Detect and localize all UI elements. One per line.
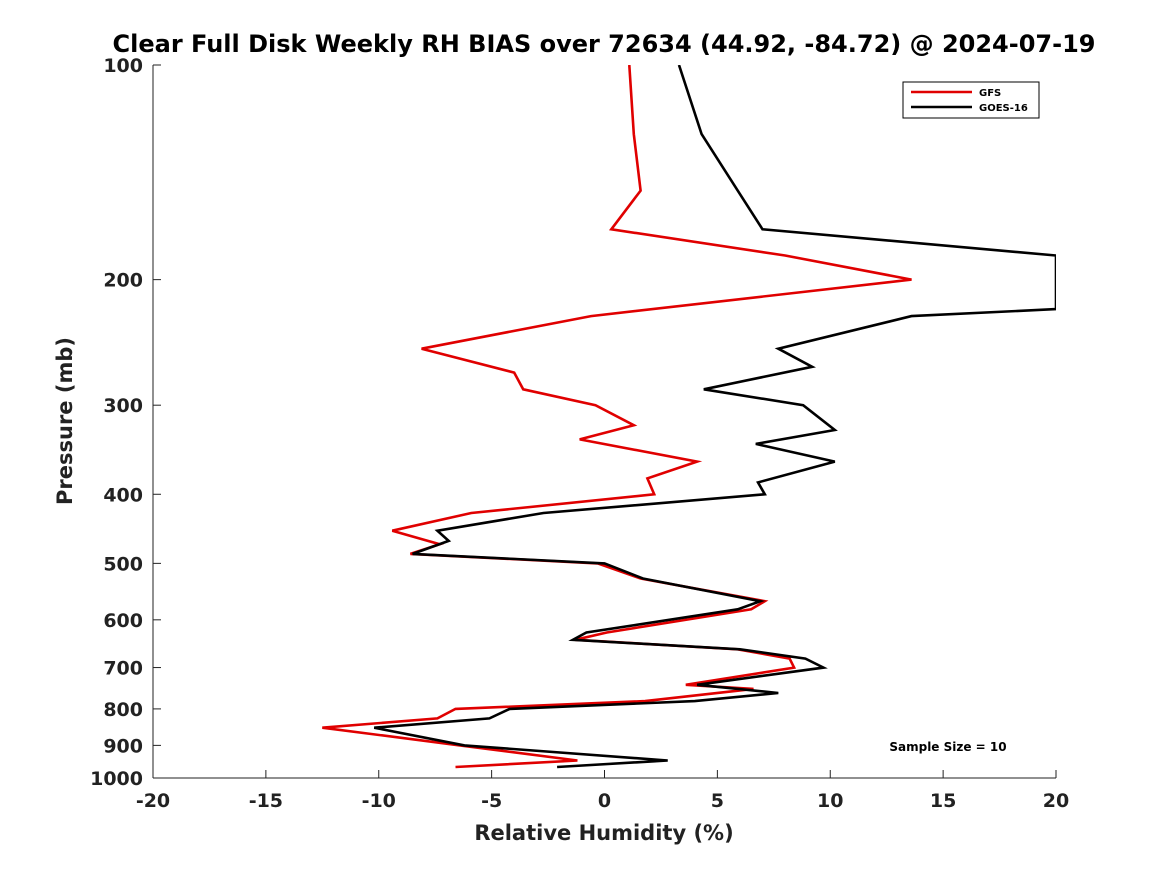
x-tick-label: 0 xyxy=(598,790,611,812)
y-axis-label: Pressure (mb) xyxy=(53,337,77,505)
y-tick-label: 800 xyxy=(103,699,143,721)
chart-title: Clear Full Disk Weekly RH BIAS over 7263… xyxy=(113,30,1096,58)
y-tick-label: 700 xyxy=(103,658,143,680)
plot-area: -20 -15 -10 -5 0 5 10 15 20 100 200 300 400 500 600 700… xyxy=(90,55,1069,812)
y-tick-label: 1000 xyxy=(90,768,143,790)
legend-box xyxy=(902,81,1040,119)
x-tick-label: -15 xyxy=(249,790,283,812)
x-tick-label: -10 xyxy=(362,790,396,812)
series-line-gfs xyxy=(322,65,912,769)
y-tick-label: 300 xyxy=(103,395,143,417)
x-tick-label: 10 xyxy=(817,790,843,812)
y-tick-label: 400 xyxy=(103,484,143,506)
sample-size-annotation: Sample Size = 10 xyxy=(889,740,1006,754)
y-tick-label: 500 xyxy=(103,553,143,575)
y-tick-label: 600 xyxy=(103,610,143,632)
x-tick-label: -20 xyxy=(136,790,170,812)
legend-label-gfs: GFS xyxy=(979,88,1001,99)
y-tick-label: 900 xyxy=(103,735,143,757)
series-line-goes16 xyxy=(373,65,1056,769)
legend: GFS GOES-16 xyxy=(902,81,1040,119)
x-tick-label: 15 xyxy=(930,790,956,812)
x-tick-label: 20 xyxy=(1043,790,1069,812)
x-axis-label: Relative Humidity (%) xyxy=(474,821,733,845)
y-tick-label: 100 xyxy=(103,55,143,77)
x-tick-label: -5 xyxy=(481,790,502,812)
x-tick-label: 5 xyxy=(711,790,724,812)
legend-label-goes16: GOES-16 xyxy=(979,103,1028,114)
y-tick-label: 200 xyxy=(103,270,143,292)
